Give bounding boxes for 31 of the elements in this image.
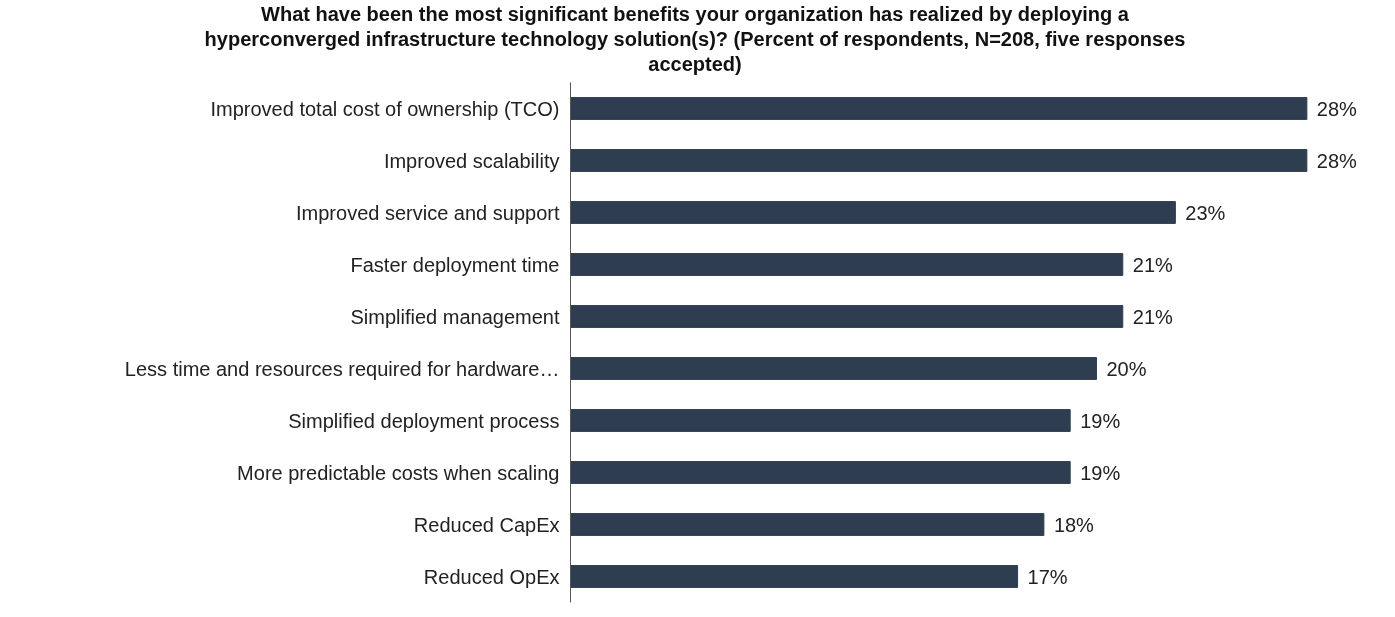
bar <box>570 305 1124 328</box>
y-tick-label: More predictable costs when scaling <box>237 461 560 484</box>
bar <box>570 149 1308 172</box>
data-label: 23% <box>1185 201 1226 224</box>
bar <box>570 97 1308 120</box>
y-tick-label: Reduced OpEx <box>423 565 560 588</box>
data-label: 28% <box>1316 149 1358 172</box>
y-tick-label: Improved scalability <box>383 149 560 172</box>
data-label: 20% <box>1106 357 1147 380</box>
y-tick-label: Improved total cost of ownership (TCO) <box>210 97 560 120</box>
y-tick-label: Improved service and support <box>296 201 560 224</box>
data-label: 21% <box>1132 305 1174 328</box>
bar <box>570 565 1019 588</box>
y-tick-label: Less time and resources required for hardware… <box>124 357 560 380</box>
bar <box>570 357 1097 380</box>
data-label: 17% <box>1027 565 1068 588</box>
bar <box>570 513 1045 536</box>
y-tick-label: Simplified deployment process <box>288 409 560 432</box>
data-label: 18% <box>1053 513 1095 536</box>
bar <box>570 409 1071 432</box>
bar <box>570 461 1071 484</box>
y-tick-label: Reduced CapEx <box>413 513 560 536</box>
y-tick-label: Simplified management <box>350 305 560 328</box>
data-label: 21% <box>1132 253 1174 276</box>
data-label: 19% <box>1080 409 1121 432</box>
data-label: 28% <box>1316 97 1358 120</box>
data-label: 19% <box>1080 461 1121 484</box>
chart-title: What have been the most significant benefits your organization has realized by deploying a hyperconverged infrastructure technology solution(s)? (Percent of respondents, N=208, five responses accepted) <box>203 2 1187 77</box>
bar <box>570 201 1176 224</box>
bar <box>570 253 1124 276</box>
y-tick-label: Faster deployment time <box>350 253 560 276</box>
